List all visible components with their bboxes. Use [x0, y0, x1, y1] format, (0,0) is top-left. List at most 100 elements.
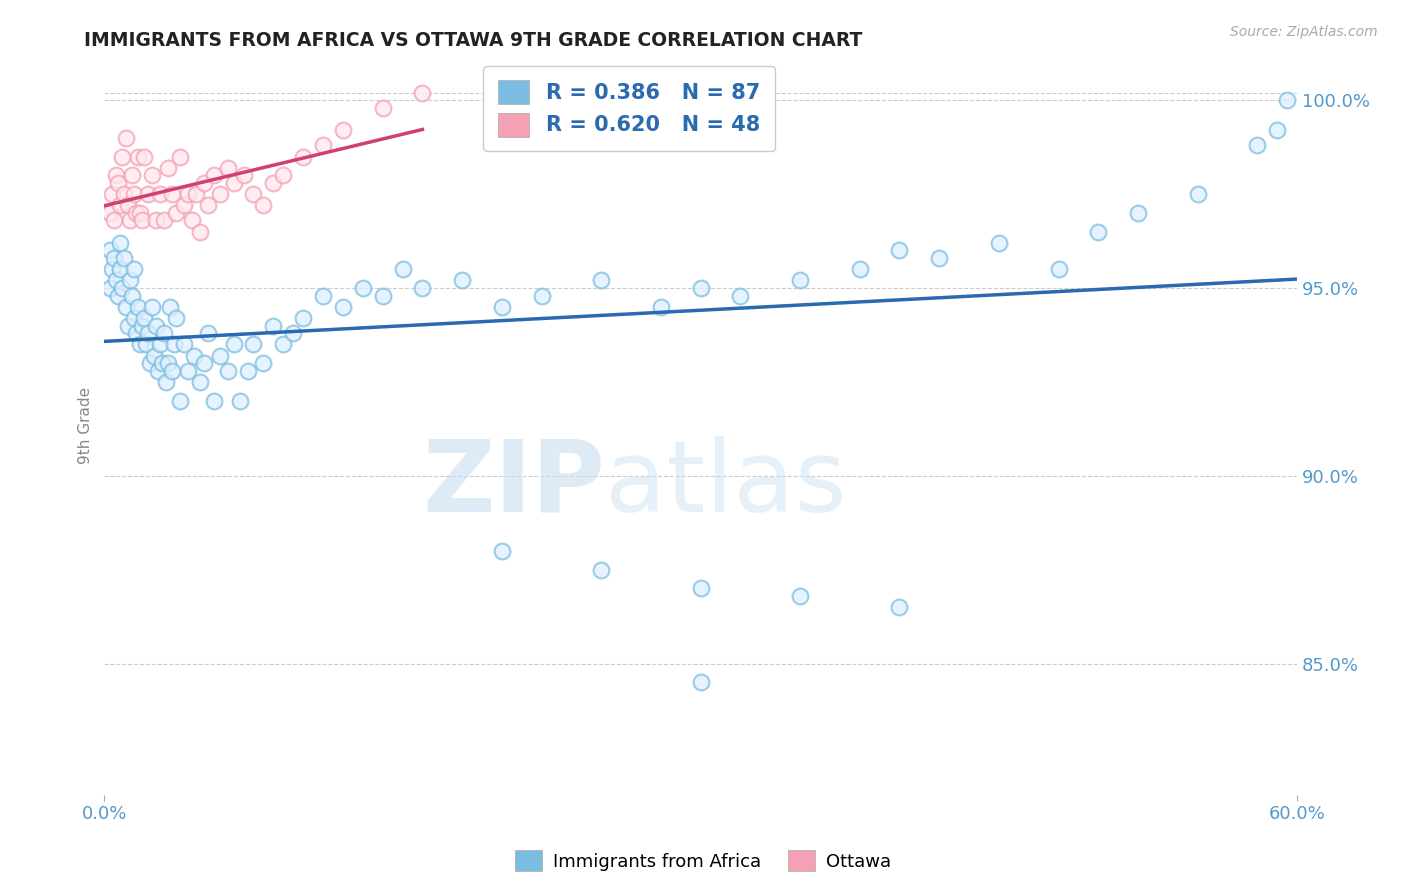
- Point: [208, 349, 231, 363]
- Text: Source: ZipAtlas.com: Source: ZipAtlas.com: [1230, 25, 1378, 39]
- Point: [173, 337, 195, 351]
- Point: [160, 187, 183, 202]
- Point: [1275, 93, 1298, 107]
- Point: [1265, 123, 1288, 137]
- Point: [134, 150, 156, 164]
- Point: [98, 206, 121, 220]
- Point: [262, 318, 284, 333]
- Point: [146, 364, 169, 378]
- Point: [165, 311, 187, 326]
- Point: [169, 393, 191, 408]
- Point: [889, 600, 911, 615]
- Point: [173, 198, 195, 212]
- Point: [127, 300, 149, 314]
- Point: [129, 337, 152, 351]
- Point: [110, 235, 132, 250]
- Point: [352, 281, 374, 295]
- Point: [115, 130, 138, 145]
- Point: [125, 326, 148, 340]
- Point: [312, 138, 335, 153]
- Point: [156, 161, 179, 175]
- Point: [1246, 138, 1268, 153]
- Point: [107, 176, 129, 190]
- Point: [202, 393, 225, 408]
- Point: [165, 206, 187, 220]
- Point: [188, 375, 211, 389]
- Point: [730, 288, 752, 302]
- Point: [1047, 262, 1070, 277]
- Point: [160, 364, 183, 378]
- Point: [217, 161, 239, 175]
- Point: [136, 326, 159, 340]
- Point: [242, 337, 264, 351]
- Point: [156, 356, 179, 370]
- Point: [208, 187, 231, 202]
- Point: [153, 213, 176, 227]
- Point: [987, 235, 1010, 250]
- Point: [180, 213, 202, 227]
- Point: [789, 273, 811, 287]
- Point: [217, 364, 239, 378]
- Point: [271, 169, 294, 183]
- Point: [131, 213, 153, 227]
- Point: [139, 356, 162, 370]
- Point: [122, 187, 145, 202]
- Point: [371, 101, 394, 115]
- Point: [591, 563, 613, 577]
- Point: [411, 86, 433, 100]
- Point: [283, 326, 305, 340]
- Point: [117, 318, 139, 333]
- Point: [491, 544, 513, 558]
- Point: [228, 393, 250, 408]
- Point: [103, 251, 125, 265]
- Point: [112, 187, 135, 202]
- Point: [491, 300, 513, 314]
- Y-axis label: 9th Grade: 9th Grade: [79, 386, 93, 464]
- Point: [236, 364, 259, 378]
- Point: [222, 176, 245, 190]
- Point: [122, 262, 145, 277]
- Point: [689, 281, 711, 295]
- Point: [111, 150, 134, 164]
- Point: [145, 318, 167, 333]
- Point: [129, 206, 152, 220]
- Point: [163, 337, 186, 351]
- Point: [98, 281, 121, 295]
- Point: [115, 300, 138, 314]
- Point: [120, 213, 142, 227]
- Point: [135, 337, 157, 351]
- Point: [202, 169, 225, 183]
- Point: [110, 262, 132, 277]
- Point: [105, 273, 128, 287]
- Point: [110, 198, 132, 212]
- Point: [232, 169, 254, 183]
- Point: [1187, 187, 1209, 202]
- Point: [177, 364, 200, 378]
- Text: ZIP: ZIP: [422, 436, 606, 533]
- Point: [183, 349, 205, 363]
- Text: atlas: atlas: [606, 436, 846, 533]
- Point: [242, 187, 264, 202]
- Point: [153, 326, 176, 340]
- Point: [150, 356, 173, 370]
- Point: [332, 300, 354, 314]
- Point: [292, 150, 315, 164]
- Point: [188, 225, 211, 239]
- Point: [112, 251, 135, 265]
- Point: [371, 288, 394, 302]
- Point: [591, 273, 613, 287]
- Point: [928, 251, 950, 265]
- Point: [789, 589, 811, 603]
- Point: [1126, 206, 1149, 220]
- Point: [98, 244, 121, 258]
- Point: [292, 311, 315, 326]
- Point: [149, 187, 172, 202]
- Point: [127, 150, 149, 164]
- Point: [120, 273, 142, 287]
- Point: [252, 198, 274, 212]
- Point: [155, 375, 177, 389]
- Point: [117, 198, 139, 212]
- Point: [159, 300, 181, 314]
- Point: [252, 356, 274, 370]
- Legend: R = 0.386   N = 87, R = 0.620   N = 48: R = 0.386 N = 87, R = 0.620 N = 48: [484, 65, 775, 151]
